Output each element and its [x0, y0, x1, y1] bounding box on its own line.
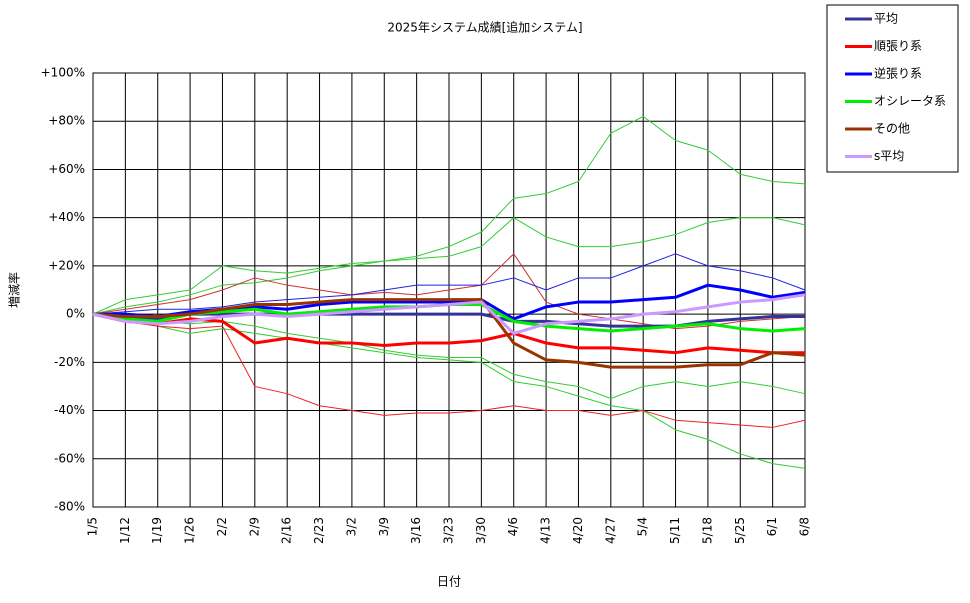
y-tick-label: +100%: [41, 66, 85, 80]
x-tick-label: 2/2: [215, 517, 229, 536]
y-axis-label: 増減率: [7, 272, 22, 308]
legend: [826, 4, 959, 173]
y-tick-label: +80%: [48, 114, 85, 128]
legend-label: s平均: [874, 149, 904, 163]
x-tick-label: 3/9: [377, 517, 391, 536]
x-axis-label: 日付: [437, 575, 461, 589]
x-tick-label: 3/30: [474, 517, 488, 544]
x-tick-label: 6/1: [765, 517, 779, 536]
series-line: [92, 293, 806, 335]
x-tick-label: 2/23: [312, 517, 326, 544]
legend-label: 平均: [874, 12, 898, 26]
x-tick-label: 4/20: [571, 517, 585, 544]
legend-label: その他: [874, 122, 910, 136]
series-line: [92, 298, 806, 369]
y-tick-label: -80%: [54, 500, 85, 514]
legend-label: 逆張り系: [874, 66, 922, 81]
y-tick-label: -20%: [54, 355, 85, 369]
x-tick-label: 4/27: [603, 517, 617, 544]
x-tick-label: 3/2: [344, 517, 358, 536]
legend-label: 順張り系: [874, 39, 922, 53]
legend-label: オシレータ系: [874, 94, 946, 108]
x-tick-label: 6/8: [798, 517, 812, 536]
x-tick-label: 5/18: [700, 517, 714, 544]
y-tick-label: -60%: [54, 451, 85, 465]
x-tick-label: 2/16: [280, 517, 294, 544]
series-line: [92, 313, 806, 428]
x-tick-label: 5/11: [668, 517, 682, 544]
series-line: [92, 313, 806, 399]
y-tick-label: +20%: [48, 258, 85, 272]
series-line: [92, 217, 806, 315]
series-line: [92, 312, 805, 355]
series-line: [92, 253, 806, 330]
y-tick-label: 0%: [66, 307, 85, 321]
series-line: [92, 313, 806, 469]
y-tick-label: +60%: [48, 162, 85, 176]
x-tick-label: 1/12: [118, 517, 132, 544]
x-tick-label: 5/4: [636, 517, 650, 536]
series-line: [92, 253, 806, 315]
x-tick-label: 3/23: [442, 517, 456, 544]
y-tick-label: -40%: [54, 403, 85, 417]
x-tick-label: 1/5: [86, 517, 100, 536]
y-tick-label: +40%: [48, 210, 85, 224]
x-tick-label: 5/25: [733, 517, 747, 544]
x-tick-label: 1/19: [150, 517, 164, 544]
chart-title: 2025年システム成績[追加システム]: [387, 20, 582, 35]
x-tick-label: 3/16: [409, 517, 423, 544]
x-tick-label: 4/13: [539, 517, 553, 544]
x-tick-label: 1/26: [183, 517, 197, 544]
x-tick-label: 2/9: [247, 517, 261, 536]
x-tick-label: 4/6: [506, 517, 520, 536]
series-line: [92, 115, 806, 315]
